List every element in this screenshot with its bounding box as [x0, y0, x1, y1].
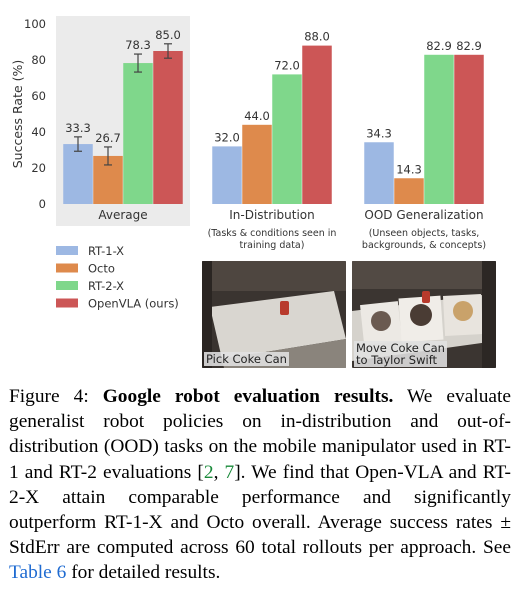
- data-label: 44.0: [244, 109, 270, 123]
- caption-title: Google robot evaluation results.: [102, 386, 394, 407]
- data-label: 33.3: [65, 121, 91, 135]
- data-label: 82.9: [426, 39, 452, 53]
- group-sublabel: backgrounds, & concepts): [362, 240, 486, 251]
- legend-label: Octo: [88, 262, 115, 276]
- photo-caption: Move Coke Can to Taylor Swift: [354, 341, 447, 367]
- photo-move-coke-can: Move Coke Can to Taylor Swift: [352, 261, 496, 368]
- group-sublabel: training data): [240, 240, 305, 251]
- bar-rt-2-x: [424, 54, 454, 204]
- caption-body-1: We evaluate generalist robot policies on…: [9, 386, 512, 483]
- legend-label: RT-1-X: [88, 244, 124, 258]
- y-tick-label: 80: [31, 53, 46, 67]
- bar-octo: [394, 178, 424, 204]
- caption-body-3: for detailed results.: [66, 562, 221, 584]
- data-label: 72.0: [274, 58, 300, 72]
- photo-caption: Pick Coke Can: [204, 352, 289, 366]
- y-tick-label: 100: [24, 17, 46, 31]
- bar-openvla-ours-: [153, 51, 183, 204]
- bar-rt-1-x: [364, 142, 394, 204]
- photo-pick-coke-can: Pick Coke Can: [202, 261, 346, 368]
- data-label: 14.3: [396, 162, 422, 176]
- caption-body-2: ]. We find that Open-VLA and RT-2-X atta…: [9, 461, 511, 559]
- data-label: 85.0: [155, 28, 181, 42]
- group-label: Average: [98, 208, 147, 222]
- bar-octo: [242, 124, 272, 204]
- y-tick-label: 40: [31, 125, 46, 139]
- caption-prefix: Figure 4:: [9, 386, 103, 407]
- bar-rt-2-x: [272, 74, 302, 205]
- data-label: 82.9: [456, 39, 482, 53]
- caption-sep: ,: [213, 461, 225, 483]
- figure-caption: Figure 4: Google robot evaluation result…: [9, 384, 511, 586]
- data-label: 32.0: [214, 130, 240, 144]
- group-sublabel: (Tasks & conditions seen in: [208, 228, 337, 239]
- legend-swatch: [56, 263, 78, 273]
- y-tick-label: 60: [31, 89, 46, 103]
- data-label: 78.3: [125, 38, 151, 52]
- legend-swatch: [56, 246, 78, 255]
- table-reference-link[interactable]: Table 6: [9, 562, 67, 584]
- data-label: 88.0: [304, 30, 330, 44]
- group-label: OOD Generalization: [364, 208, 483, 222]
- bar-rt-1-x: [63, 144, 93, 204]
- legend-label: RT-2-X: [88, 279, 124, 293]
- bar-chart: 0 20 40 60 80 100 Success Rate (%) 33.3 26.7 78.3…: [10, 16, 486, 311]
- y-tick-label: 0: [39, 197, 46, 211]
- legend-swatch: [56, 281, 78, 290]
- citation-link-2[interactable]: 7: [224, 461, 235, 483]
- bar-rt-1-x: [212, 146, 242, 204]
- group-sublabel: (Unseen objects, tasks,: [369, 228, 480, 239]
- bar-openvla-ours-: [454, 54, 484, 204]
- bar-rt-2-x: [123, 63, 153, 205]
- legend-swatch: [56, 298, 78, 308]
- citation-link-1[interactable]: 2: [203, 461, 214, 483]
- y-axis-label: Success Rate (%): [10, 60, 25, 169]
- data-label: 26.7: [95, 131, 121, 145]
- group-label: In-Distribution: [229, 208, 314, 222]
- legend-label: OpenVLA (ours): [88, 297, 179, 311]
- bar-openvla-ours-: [302, 45, 332, 204]
- y-tick-label: 20: [31, 161, 46, 175]
- pick-coke-can-photo-icon: [202, 261, 346, 368]
- data-label: 34.3: [366, 126, 392, 140]
